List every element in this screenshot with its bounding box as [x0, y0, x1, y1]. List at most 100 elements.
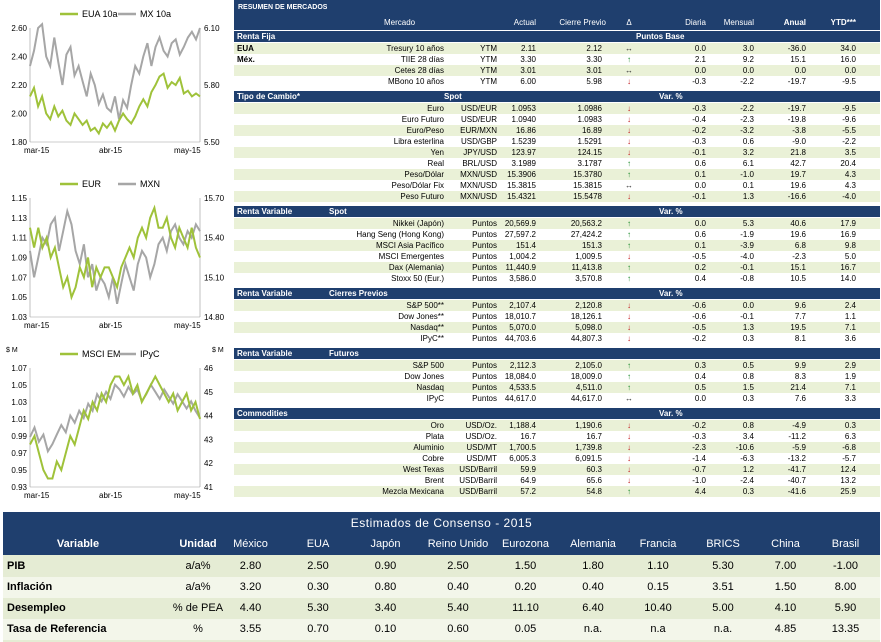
- row-actual: 18,084.0: [504, 372, 536, 381]
- row-actual: 1.5239: [511, 137, 536, 146]
- row-actual: 6,005.3: [509, 454, 536, 463]
- row-previo: 3.1787: [577, 159, 602, 168]
- row-ytd: -9.6: [842, 115, 856, 124]
- row-mensual: 3.4: [742, 432, 754, 441]
- chart-1: EUR MXN 1.15 1.13 1.11 1.09 1.07 1.05 1.03 15.70 1…: [0, 170, 232, 335]
- left-tick-label: 1.05: [11, 293, 27, 302]
- row-actual: 5,070.0: [509, 323, 536, 332]
- row-name: Nasdaq: [416, 383, 444, 392]
- trend-arrow-icon: ↓: [627, 104, 631, 113]
- row-anual: 15.1: [790, 263, 806, 272]
- row-diaria: -0.3: [692, 432, 706, 441]
- row-diaria: 0.4: [694, 372, 706, 381]
- market-row: Peso/Dólar Fix MXN/USD 15.3815 15.3815 ↔ 0.0 0…: [234, 180, 880, 191]
- trend-arrow-icon: ↑: [627, 230, 631, 239]
- consensus-variable: PIB: [7, 560, 26, 572]
- row-mensual: -3.2: [740, 126, 754, 135]
- row-previo: 44,617.0: [570, 394, 602, 403]
- consensus-value: 3.51: [712, 581, 734, 593]
- section-name: Renta Variable: [237, 349, 293, 358]
- row-actual: 11,440.9: [505, 263, 536, 272]
- trend-arrow-icon: ↑: [627, 159, 631, 168]
- section-name: Renta Variable: [237, 289, 293, 298]
- right-tick-label: 46: [204, 364, 213, 373]
- market-row: MSCI Emergentes Puntos 1,004.2 1,009.5 ↓ -0.5…: [234, 251, 880, 262]
- row-diaria: 0.6: [694, 230, 706, 239]
- consensus-value: 11.10: [512, 602, 539, 614]
- row-actual: 59.9: [520, 465, 536, 474]
- consensus-value: 2.50: [447, 560, 469, 572]
- row-name: Cetes 28 días: [394, 66, 444, 75]
- market-row: Brent USD/Barril 64.9 65.6 ↓ -1.0 -2.4 -40.7 13.…: [234, 475, 880, 486]
- row-previo: 27,424.2: [570, 230, 602, 239]
- series-line-left: [29, 71, 201, 136]
- row-mensual: 0.3: [742, 487, 754, 496]
- row-actual: 44,703.6: [504, 334, 536, 343]
- row-ytd: 4.3: [844, 170, 856, 179]
- row-unit: Puntos: [472, 274, 497, 283]
- row-unit: Puntos: [472, 241, 497, 250]
- row-name: Hang Seng (Hong Kong): [356, 230, 444, 239]
- row-name: Libra esterlina: [393, 137, 444, 146]
- trend-arrow-icon: ↑: [627, 372, 631, 381]
- row-previo: 60.3: [586, 465, 602, 474]
- market-row: Oro USD/Oz. 1,188.4 1,190.6 ↓ -0.2 0.8 -4.9 0.3: [234, 420, 880, 431]
- row-previo: 44,807.3: [570, 334, 602, 343]
- right-tick-label: 42: [204, 459, 213, 468]
- market-row: EUA Tresury 10 años YTM 2.11 2.12 ↔ 0.0 3.0 -36.…: [234, 43, 880, 54]
- consensus-value: 1.50: [514, 560, 537, 572]
- series-line-right: [29, 207, 201, 305]
- row-actual: 18,010.7: [504, 312, 536, 321]
- left-tick-label: 1.03: [11, 398, 27, 407]
- row-anual: -3.8: [792, 126, 806, 135]
- consensus-col-header: China: [771, 538, 800, 550]
- consensus-value: a/a%: [185, 560, 211, 572]
- row-actual: 3.30: [520, 55, 536, 64]
- right-tick-label: 15.70: [204, 194, 225, 203]
- market-row: Méx. TIIE 28 días YTM 3.30 3.30 ↑ 2.1 9.2 15.1 16…: [234, 54, 880, 65]
- row-diaria: -0.6: [692, 312, 706, 321]
- row-anual: 19.7: [790, 170, 806, 179]
- row-unit: USD/Oz.: [465, 432, 497, 441]
- row-previo: 15.3780: [573, 170, 602, 179]
- market-row: Euro USD/EUR 1.0953 1.0986 ↓ -0.3 -2.2 -19.7 -9.…: [234, 103, 880, 114]
- section-subtitle: Spot: [444, 92, 462, 101]
- row-ytd: -6.8: [842, 443, 856, 452]
- row-ytd: -5.7: [842, 454, 856, 463]
- row-unit: YTM: [480, 66, 497, 75]
- trend-arrow-icon: ↓: [627, 148, 631, 157]
- chart-2: MSCI EM IPyC $ M $ M 1.07 1.05 1.03 1.01 0.99 0.9…: [0, 340, 232, 505]
- row-ytd: -2.2: [842, 137, 856, 146]
- trend-arrow-icon: ↓: [627, 432, 631, 441]
- row-ytd: -4.0: [842, 192, 856, 201]
- row-actual: 2,107.4: [509, 301, 536, 310]
- consensus-variable: Inflación: [7, 581, 53, 593]
- right-tick-label: 14.80: [204, 313, 225, 322]
- row-ytd: 25.9: [840, 487, 856, 496]
- row-actual: 20,569.9: [504, 219, 536, 228]
- row-mensual: 6.1: [742, 159, 754, 168]
- row-actual: 15.3815: [507, 181, 536, 190]
- row-anual: -41.7: [787, 465, 806, 474]
- row-mensual: -2.2: [740, 77, 754, 86]
- consensus-value: 0.70: [307, 623, 329, 635]
- row-mensual: -2.4: [740, 476, 754, 485]
- row-name: Euro/Peso: [406, 126, 444, 135]
- consensus-value: %: [193, 623, 203, 635]
- consensus-table: Estimados de Consenso - 2015 Variable Uni…: [3, 512, 880, 642]
- row-previo: 1,190.6: [575, 421, 602, 430]
- trend-arrow-icon: ↑: [627, 361, 631, 370]
- row-anual: 6.8: [794, 241, 806, 250]
- row-anual: 9.6: [794, 301, 806, 310]
- section-header-row: Renta Variable Spot Var. %: [234, 206, 880, 217]
- section-name: Tipo de Cambio*: [237, 92, 300, 101]
- row-ytd: 6.3: [844, 432, 856, 441]
- row-name: TIIE 28 días: [400, 55, 444, 64]
- x-tick-label: may-15: [174, 321, 201, 330]
- section-var-label: Var. %: [659, 92, 683, 101]
- consensus-row: Inflación a/a% 3.20 0.30 0.80 0.40 0.20 0.40 0.1…: [3, 577, 880, 598]
- row-previo: 1.0986: [577, 104, 602, 113]
- row-ytd: 9.8: [844, 241, 856, 250]
- trend-arrow-icon: ↑: [627, 241, 631, 250]
- consensus-value: 5.90: [834, 602, 857, 614]
